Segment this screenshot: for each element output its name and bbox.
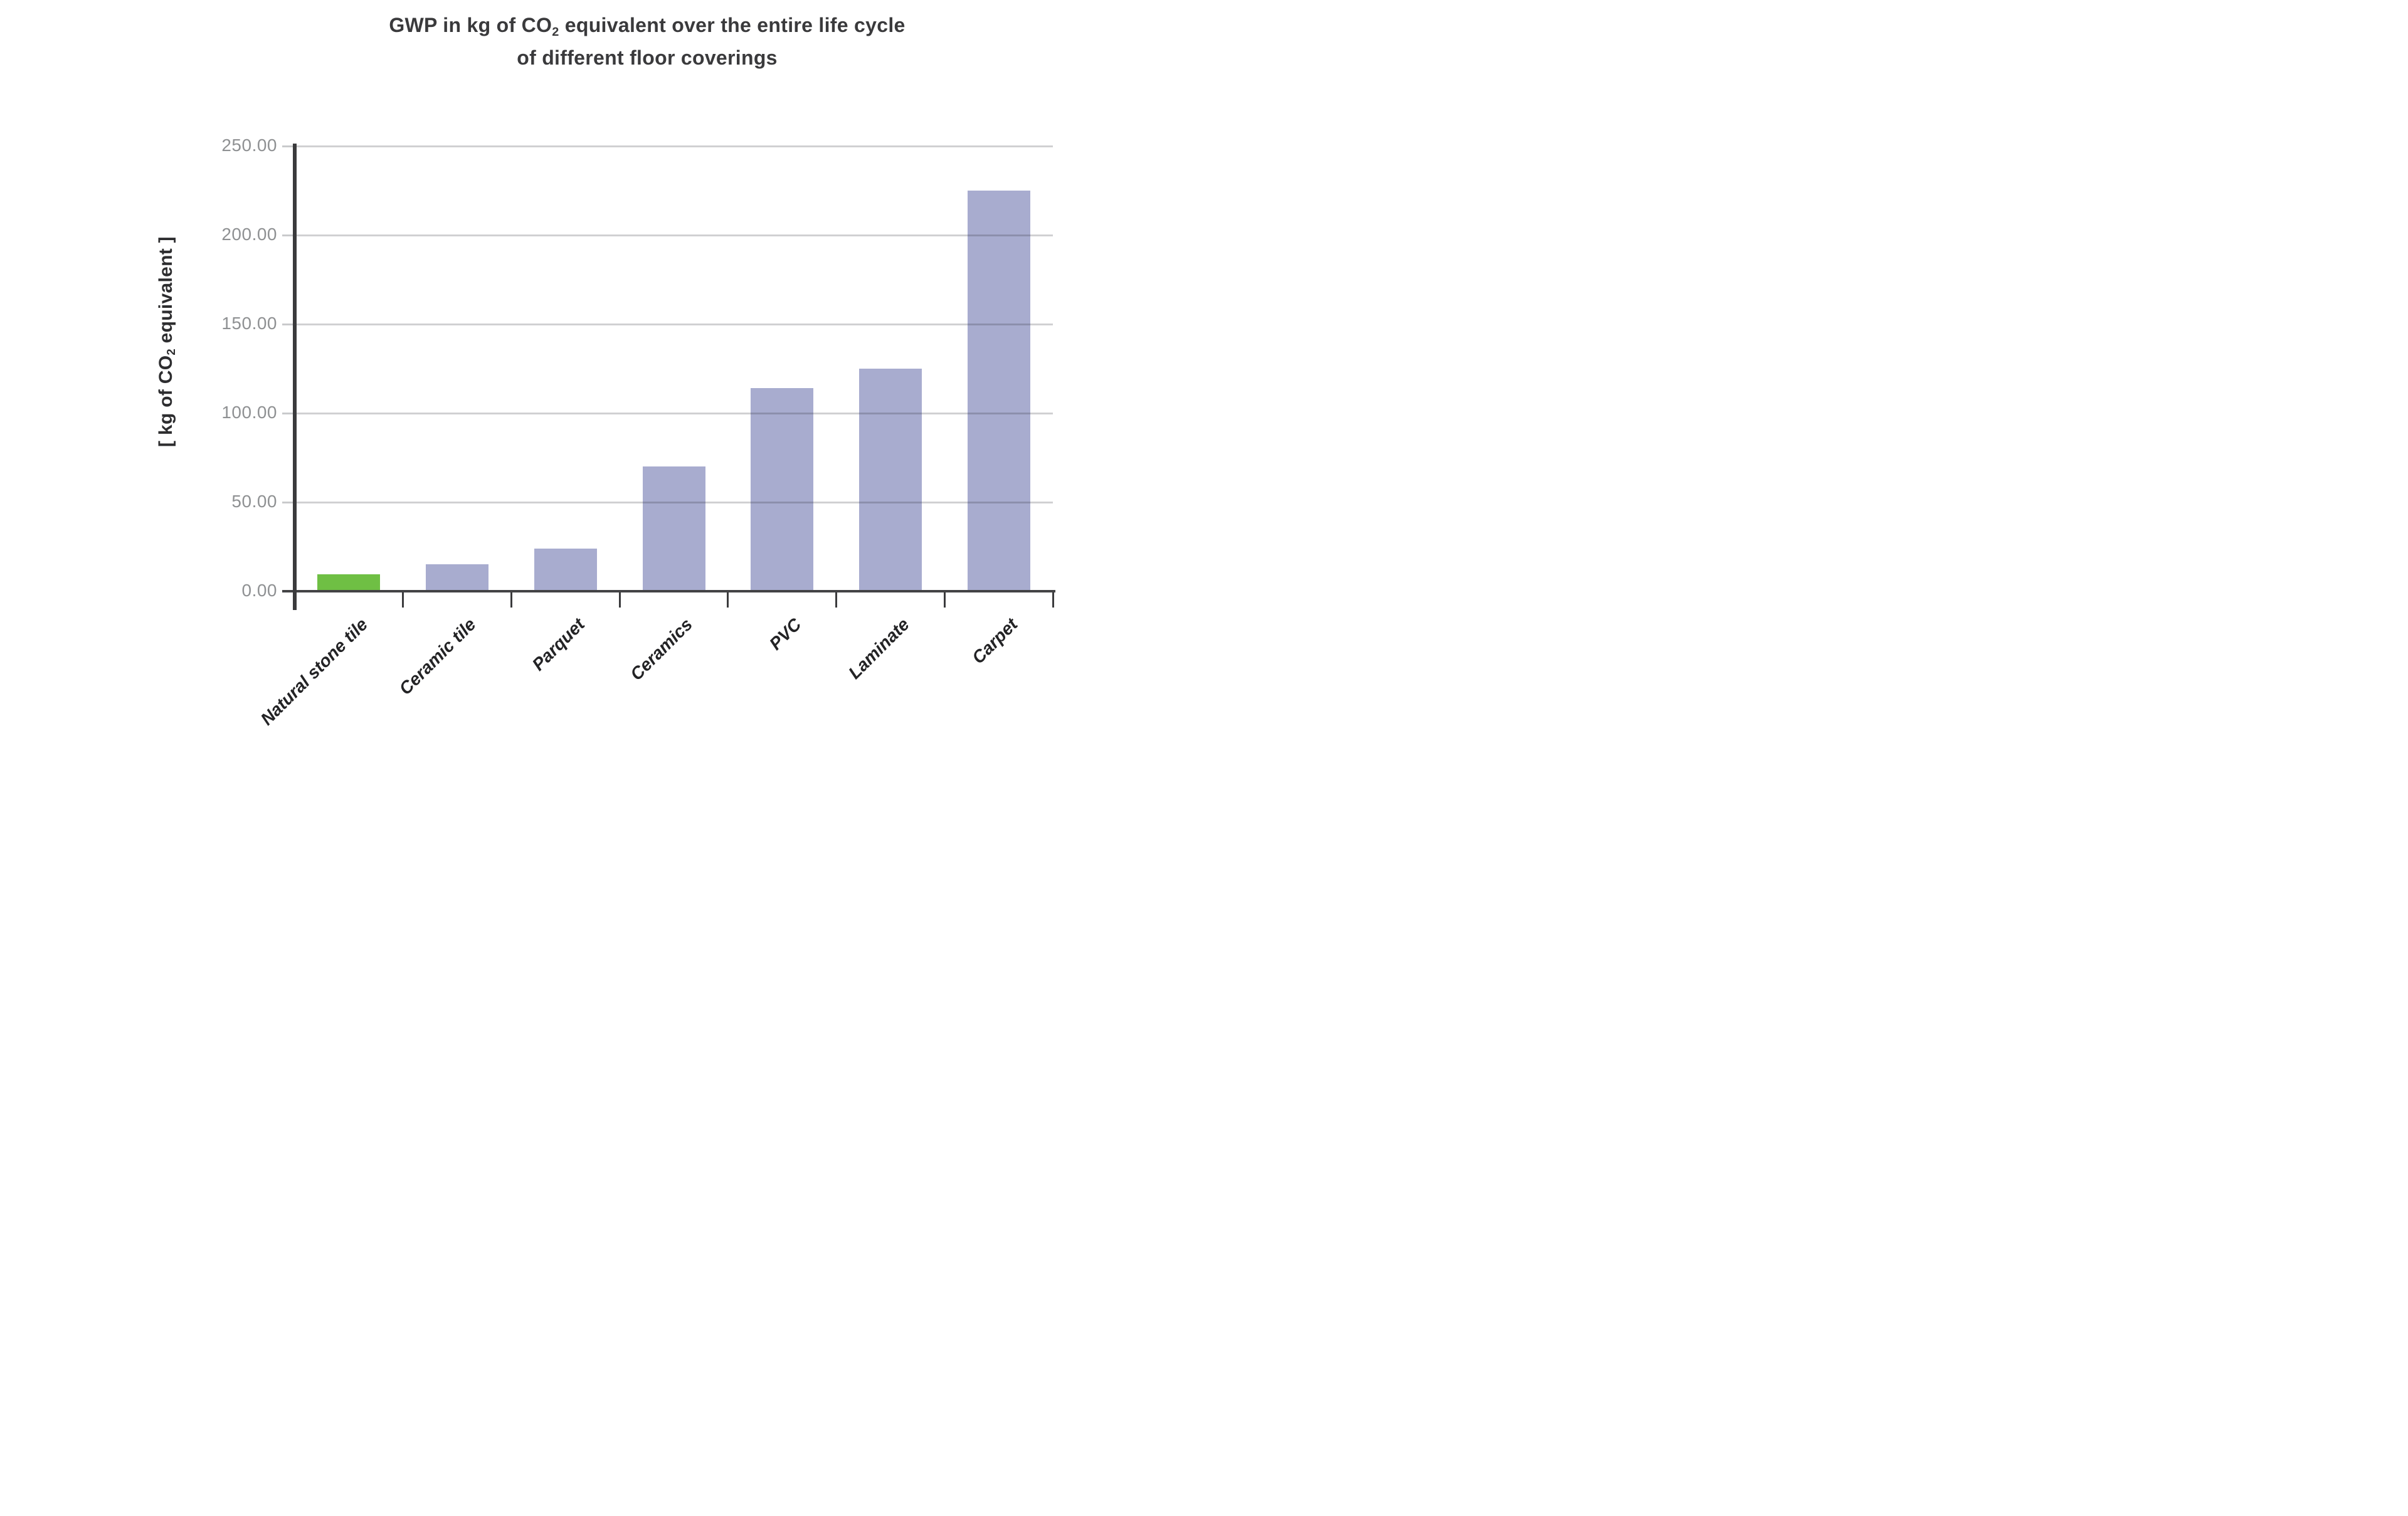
- x-tick-mark: [727, 591, 729, 608]
- x-tick-mark: [835, 591, 838, 608]
- category-label: Natural stone tile: [256, 614, 372, 729]
- bar-natural-stone-tile: [317, 574, 381, 591]
- category-label: Carpet: [968, 614, 1022, 668]
- chart-title: GWP in kg of CO2 equivalent over the ent…: [94, 9, 1200, 74]
- x-tick-mark: [510, 591, 512, 608]
- x-tick-mark: [1052, 591, 1054, 608]
- y-tick-label: 100.00: [221, 403, 277, 422]
- chart-title-line2: of different floor coverings: [517, 46, 778, 70]
- x-tick-mark: [618, 591, 621, 608]
- category-label: PVC: [765, 614, 805, 654]
- bar-laminate: [858, 369, 922, 591]
- bar-ceramic-tile: [426, 564, 489, 591]
- y-tick-mark: [282, 234, 293, 236]
- y-tick-mark: [282, 145, 293, 147]
- gridline: [295, 145, 1053, 147]
- chart-title-subscript: 2: [552, 24, 559, 39]
- y-tick-label: 200.00: [221, 224, 277, 244]
- y-tick-label: 250.00: [221, 135, 277, 155]
- y-tick-label: 50.00: [231, 492, 277, 511]
- bar-chart: GWP in kg of CO2 equivalent over the ent…: [0, 0, 1204, 758]
- y-tick-label: 150.00: [221, 313, 277, 333]
- y-tick-mark: [282, 413, 293, 414]
- bar-parquet: [534, 548, 597, 591]
- y-axis-line: [293, 144, 297, 610]
- category-label: Parquet: [528, 614, 588, 675]
- category-label: Laminate: [845, 614, 913, 683]
- bar-ceramics: [642, 466, 705, 591]
- plot-area: 250.00 200.00 150.00 100.00 50.00 0.00 Natural…: [0, 0, 1204, 758]
- x-tick-mark: [943, 591, 946, 608]
- category-label: Ceramics: [626, 614, 697, 685]
- y-tick-label: 0.00: [241, 581, 277, 600]
- y-tick-mark: [282, 502, 293, 503]
- y-tick-mark: [282, 324, 293, 325]
- x-tick-mark: [402, 591, 404, 608]
- chart-title-line1: GWP in kg of CO2 equivalent over the ent…: [94, 9, 1200, 41]
- category-label: Ceramic tile: [395, 614, 480, 699]
- gridline: [295, 413, 1053, 414]
- chart-title-text: GWP in kg of CO: [389, 14, 552, 36]
- gridline: [295, 234, 1053, 236]
- gridline: [295, 502, 1053, 503]
- gridline: [295, 324, 1053, 325]
- bar-carpet: [967, 191, 1030, 591]
- bar-pvc: [751, 388, 814, 591]
- x-axis-line: [282, 590, 1055, 592]
- chart-title-text: equivalent over the entire life cycle: [559, 14, 906, 36]
